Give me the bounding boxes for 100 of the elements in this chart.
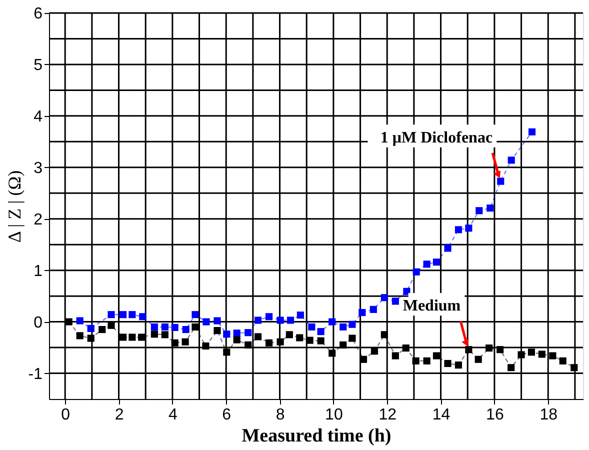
- point: [328, 318, 336, 326]
- point: [370, 306, 377, 313]
- point: [380, 331, 388, 338]
- point: [171, 324, 178, 331]
- point: [486, 344, 493, 352]
- point: [423, 260, 430, 268]
- point: [128, 311, 136, 318]
- point: [138, 334, 146, 341]
- point: [214, 327, 221, 334]
- point: [286, 316, 294, 324]
- point: [254, 333, 262, 340]
- point: [348, 320, 356, 328]
- point: [308, 323, 316, 330]
- point: [317, 337, 324, 344]
- y-tick-label: 3: [34, 160, 43, 177]
- y-tick-label: 2: [34, 211, 43, 228]
- point: [296, 334, 304, 342]
- y-tick-label: 6: [34, 6, 43, 22]
- point: [254, 316, 262, 324]
- point: [559, 357, 566, 364]
- point: [233, 330, 240, 337]
- point: [108, 322, 115, 329]
- x-tick-label: 0: [61, 406, 70, 424]
- y-tick-label: 5: [34, 56, 43, 74]
- point: [392, 352, 399, 360]
- point: [171, 339, 178, 346]
- point: [444, 244, 452, 252]
- point: [128, 334, 136, 341]
- point: [87, 334, 94, 342]
- x-tick-label: 4: [168, 406, 178, 424]
- x-tick-label: 6: [222, 406, 232, 424]
- point: [358, 309, 366, 316]
- y-axis-title: Δ | Z | (Ω): [4, 170, 24, 243]
- annotation: 1 μM Diclofenac: [380, 129, 493, 146]
- point: [570, 364, 578, 372]
- x-tick-label: 10: [325, 406, 343, 424]
- point: [150, 330, 158, 338]
- point: [266, 313, 273, 320]
- point: [286, 331, 293, 338]
- point: [182, 338, 189, 346]
- point: [370, 348, 378, 355]
- point: [202, 318, 210, 326]
- point: [508, 156, 515, 164]
- annotation: Medium: [402, 298, 462, 315]
- point: [87, 324, 94, 332]
- y-tick-label: 4: [34, 108, 43, 126]
- y-tick-label: 1: [34, 262, 43, 280]
- point: [317, 328, 324, 336]
- x-tick-label: 14: [432, 406, 450, 424]
- point: [508, 364, 515, 372]
- point: [402, 344, 410, 352]
- point: [518, 351, 525, 358]
- point: [496, 346, 504, 354]
- point: [244, 341, 252, 348]
- point: [150, 323, 158, 330]
- point: [486, 204, 494, 212]
- point: [276, 316, 284, 324]
- point: [65, 318, 72, 326]
- point: [161, 331, 168, 338]
- point: [528, 348, 536, 356]
- point: [476, 207, 483, 214]
- point: [182, 326, 190, 334]
- x-tick-label: 8: [276, 406, 285, 424]
- point: [76, 317, 84, 324]
- point: [538, 350, 546, 358]
- x-tick-label: 18: [540, 406, 558, 424]
- point: [465, 224, 472, 232]
- point: [423, 357, 430, 364]
- point: [266, 339, 273, 346]
- point: [306, 336, 314, 344]
- point: [432, 258, 440, 266]
- point: [474, 356, 482, 363]
- point: [276, 338, 284, 346]
- point: [98, 326, 106, 334]
- point: [202, 342, 210, 350]
- point: [454, 226, 462, 234]
- point: [214, 317, 221, 324]
- point: [108, 311, 115, 318]
- x-tick-label: 16: [486, 406, 504, 424]
- point: [223, 348, 230, 356]
- point: [233, 336, 240, 344]
- point: [465, 346, 472, 354]
- point: [444, 360, 452, 368]
- point: [328, 350, 336, 357]
- point: [412, 268, 420, 276]
- x-tick-label: 12: [378, 406, 397, 424]
- point: [244, 329, 252, 336]
- point: [549, 352, 556, 360]
- y-tick-label: 0: [34, 314, 43, 332]
- point: [392, 298, 399, 305]
- point: [380, 294, 388, 302]
- point: [348, 334, 356, 342]
- x-axis-title: Measured time (h): [242, 426, 392, 446]
- point: [403, 288, 410, 295]
- point: [120, 334, 127, 341]
- y-tick-label: -1: [28, 366, 43, 383]
- x-tick-label: 2: [114, 406, 124, 424]
- point: [192, 323, 199, 330]
- point: [161, 323, 168, 330]
- point: [223, 330, 230, 338]
